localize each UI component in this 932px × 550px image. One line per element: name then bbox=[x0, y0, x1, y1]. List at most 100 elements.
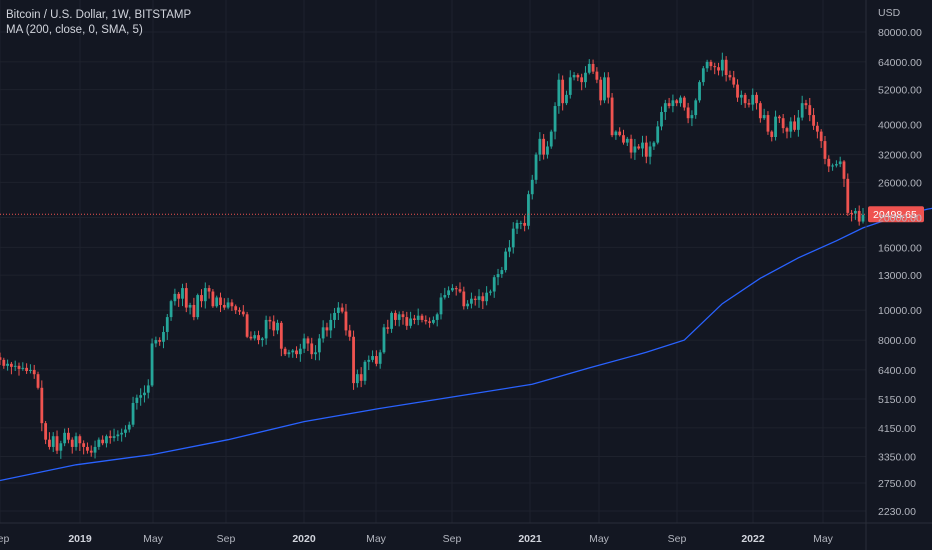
time-tick-label: Sep bbox=[217, 533, 236, 545]
price-line-layer: 20498.65 bbox=[0, 206, 924, 223]
candle-body bbox=[781, 118, 785, 129]
candle-body bbox=[629, 138, 633, 153]
candle-body bbox=[143, 392, 146, 396]
candle-body bbox=[260, 338, 264, 341]
candle-body bbox=[492, 277, 496, 292]
candle-body bbox=[203, 288, 207, 302]
candle-body bbox=[432, 319, 435, 323]
candle-body bbox=[257, 335, 260, 341]
candle-body bbox=[412, 318, 416, 320]
candle-body bbox=[800, 103, 804, 118]
candle-body bbox=[656, 126, 660, 143]
candle-body bbox=[591, 63, 595, 72]
candle-body bbox=[481, 296, 485, 302]
candle-body bbox=[397, 314, 401, 320]
time-tick-label: 2020 bbox=[292, 533, 316, 545]
time-tick-label: May bbox=[143, 533, 164, 545]
candle-body bbox=[105, 436, 108, 444]
candle-body bbox=[295, 350, 298, 355]
candle-body bbox=[679, 97, 682, 104]
candle-body bbox=[416, 315, 420, 320]
candle-body bbox=[648, 146, 652, 157]
candle-body bbox=[177, 293, 181, 299]
candle-body bbox=[355, 374, 359, 384]
candle-body bbox=[793, 121, 796, 130]
candle-body bbox=[241, 311, 245, 315]
price-tick-label: 5150.00 bbox=[878, 394, 916, 406]
candle-body bbox=[682, 97, 686, 108]
candle-body bbox=[508, 247, 511, 252]
candle-body bbox=[470, 298, 473, 304]
moving-average-layer bbox=[0, 207, 932, 482]
time-axis[interactable]: Sep 2019 May Sep 2020 May Sep 2021 May Sep 2022 May bbox=[0, 533, 834, 545]
time-tick-label: May bbox=[813, 533, 834, 545]
candle-body bbox=[758, 103, 762, 119]
candle-body bbox=[21, 367, 25, 369]
candle-body bbox=[302, 338, 306, 349]
time-tick-label: May bbox=[589, 533, 610, 545]
price-tick-label: 4150.00 bbox=[878, 423, 916, 435]
candle-body bbox=[527, 194, 530, 226]
candle-body bbox=[686, 107, 690, 119]
candle-body bbox=[29, 369, 32, 371]
candle-body bbox=[405, 317, 409, 326]
candle-body bbox=[622, 135, 625, 143]
last-price-badge bbox=[868, 206, 924, 223]
candle-body bbox=[158, 340, 162, 342]
candle-body bbox=[352, 336, 355, 384]
candle-body bbox=[344, 311, 348, 331]
candle-body bbox=[63, 432, 67, 444]
candle-body bbox=[272, 321, 276, 331]
candle-body bbox=[120, 432, 124, 435]
candle-body bbox=[340, 307, 344, 312]
time-tick-label: 2019 bbox=[68, 533, 92, 545]
candle-body bbox=[378, 352, 382, 364]
candle-body bbox=[671, 100, 675, 107]
candle-body bbox=[401, 314, 405, 318]
candle-body bbox=[207, 288, 211, 292]
candle-body bbox=[40, 387, 44, 424]
candle-body bbox=[812, 115, 815, 126]
candle-body bbox=[173, 293, 177, 302]
candle-body bbox=[336, 307, 340, 313]
candle-body bbox=[367, 359, 371, 362]
candle-body bbox=[831, 165, 834, 167]
candle-body bbox=[796, 117, 800, 130]
candle-body bbox=[93, 446, 97, 453]
candle-body bbox=[108, 436, 112, 438]
candle-body bbox=[709, 61, 713, 67]
candle-body bbox=[823, 141, 827, 159]
candle-body bbox=[165, 317, 169, 332]
candle-body bbox=[743, 94, 747, 104]
candle-body bbox=[667, 103, 671, 107]
candle-body bbox=[25, 367, 29, 371]
candle-body bbox=[371, 356, 374, 360]
candle-body bbox=[565, 94, 568, 104]
candle-body bbox=[89, 450, 93, 453]
candle-body bbox=[587, 63, 591, 73]
price-tick-label: 10000.00 bbox=[878, 305, 922, 317]
candle-body bbox=[720, 59, 724, 71]
candle-body bbox=[804, 103, 808, 106]
time-tick-label: 2022 bbox=[741, 533, 765, 545]
candle-body bbox=[200, 295, 203, 302]
candle-body bbox=[86, 446, 89, 451]
candle-body bbox=[135, 397, 139, 403]
candle-body bbox=[287, 352, 291, 355]
candle-body bbox=[447, 290, 451, 296]
candle-body bbox=[333, 312, 336, 320]
candle-body bbox=[595, 71, 599, 80]
candle-body bbox=[10, 363, 13, 367]
candle-body bbox=[154, 340, 158, 344]
price-tick-label: 13000.00 bbox=[878, 270, 922, 282]
candle-body bbox=[420, 315, 424, 320]
price-axis[interactable]: 80000.00 64000.00 52000.00 40000.00 32000.00… bbox=[878, 27, 922, 518]
candle-body bbox=[500, 270, 504, 275]
candle-body bbox=[439, 297, 443, 315]
candle-body bbox=[815, 125, 819, 132]
candle-body bbox=[861, 214, 865, 222]
candle-body bbox=[67, 432, 70, 440]
candle-body bbox=[169, 301, 173, 318]
candle-body bbox=[660, 111, 663, 127]
